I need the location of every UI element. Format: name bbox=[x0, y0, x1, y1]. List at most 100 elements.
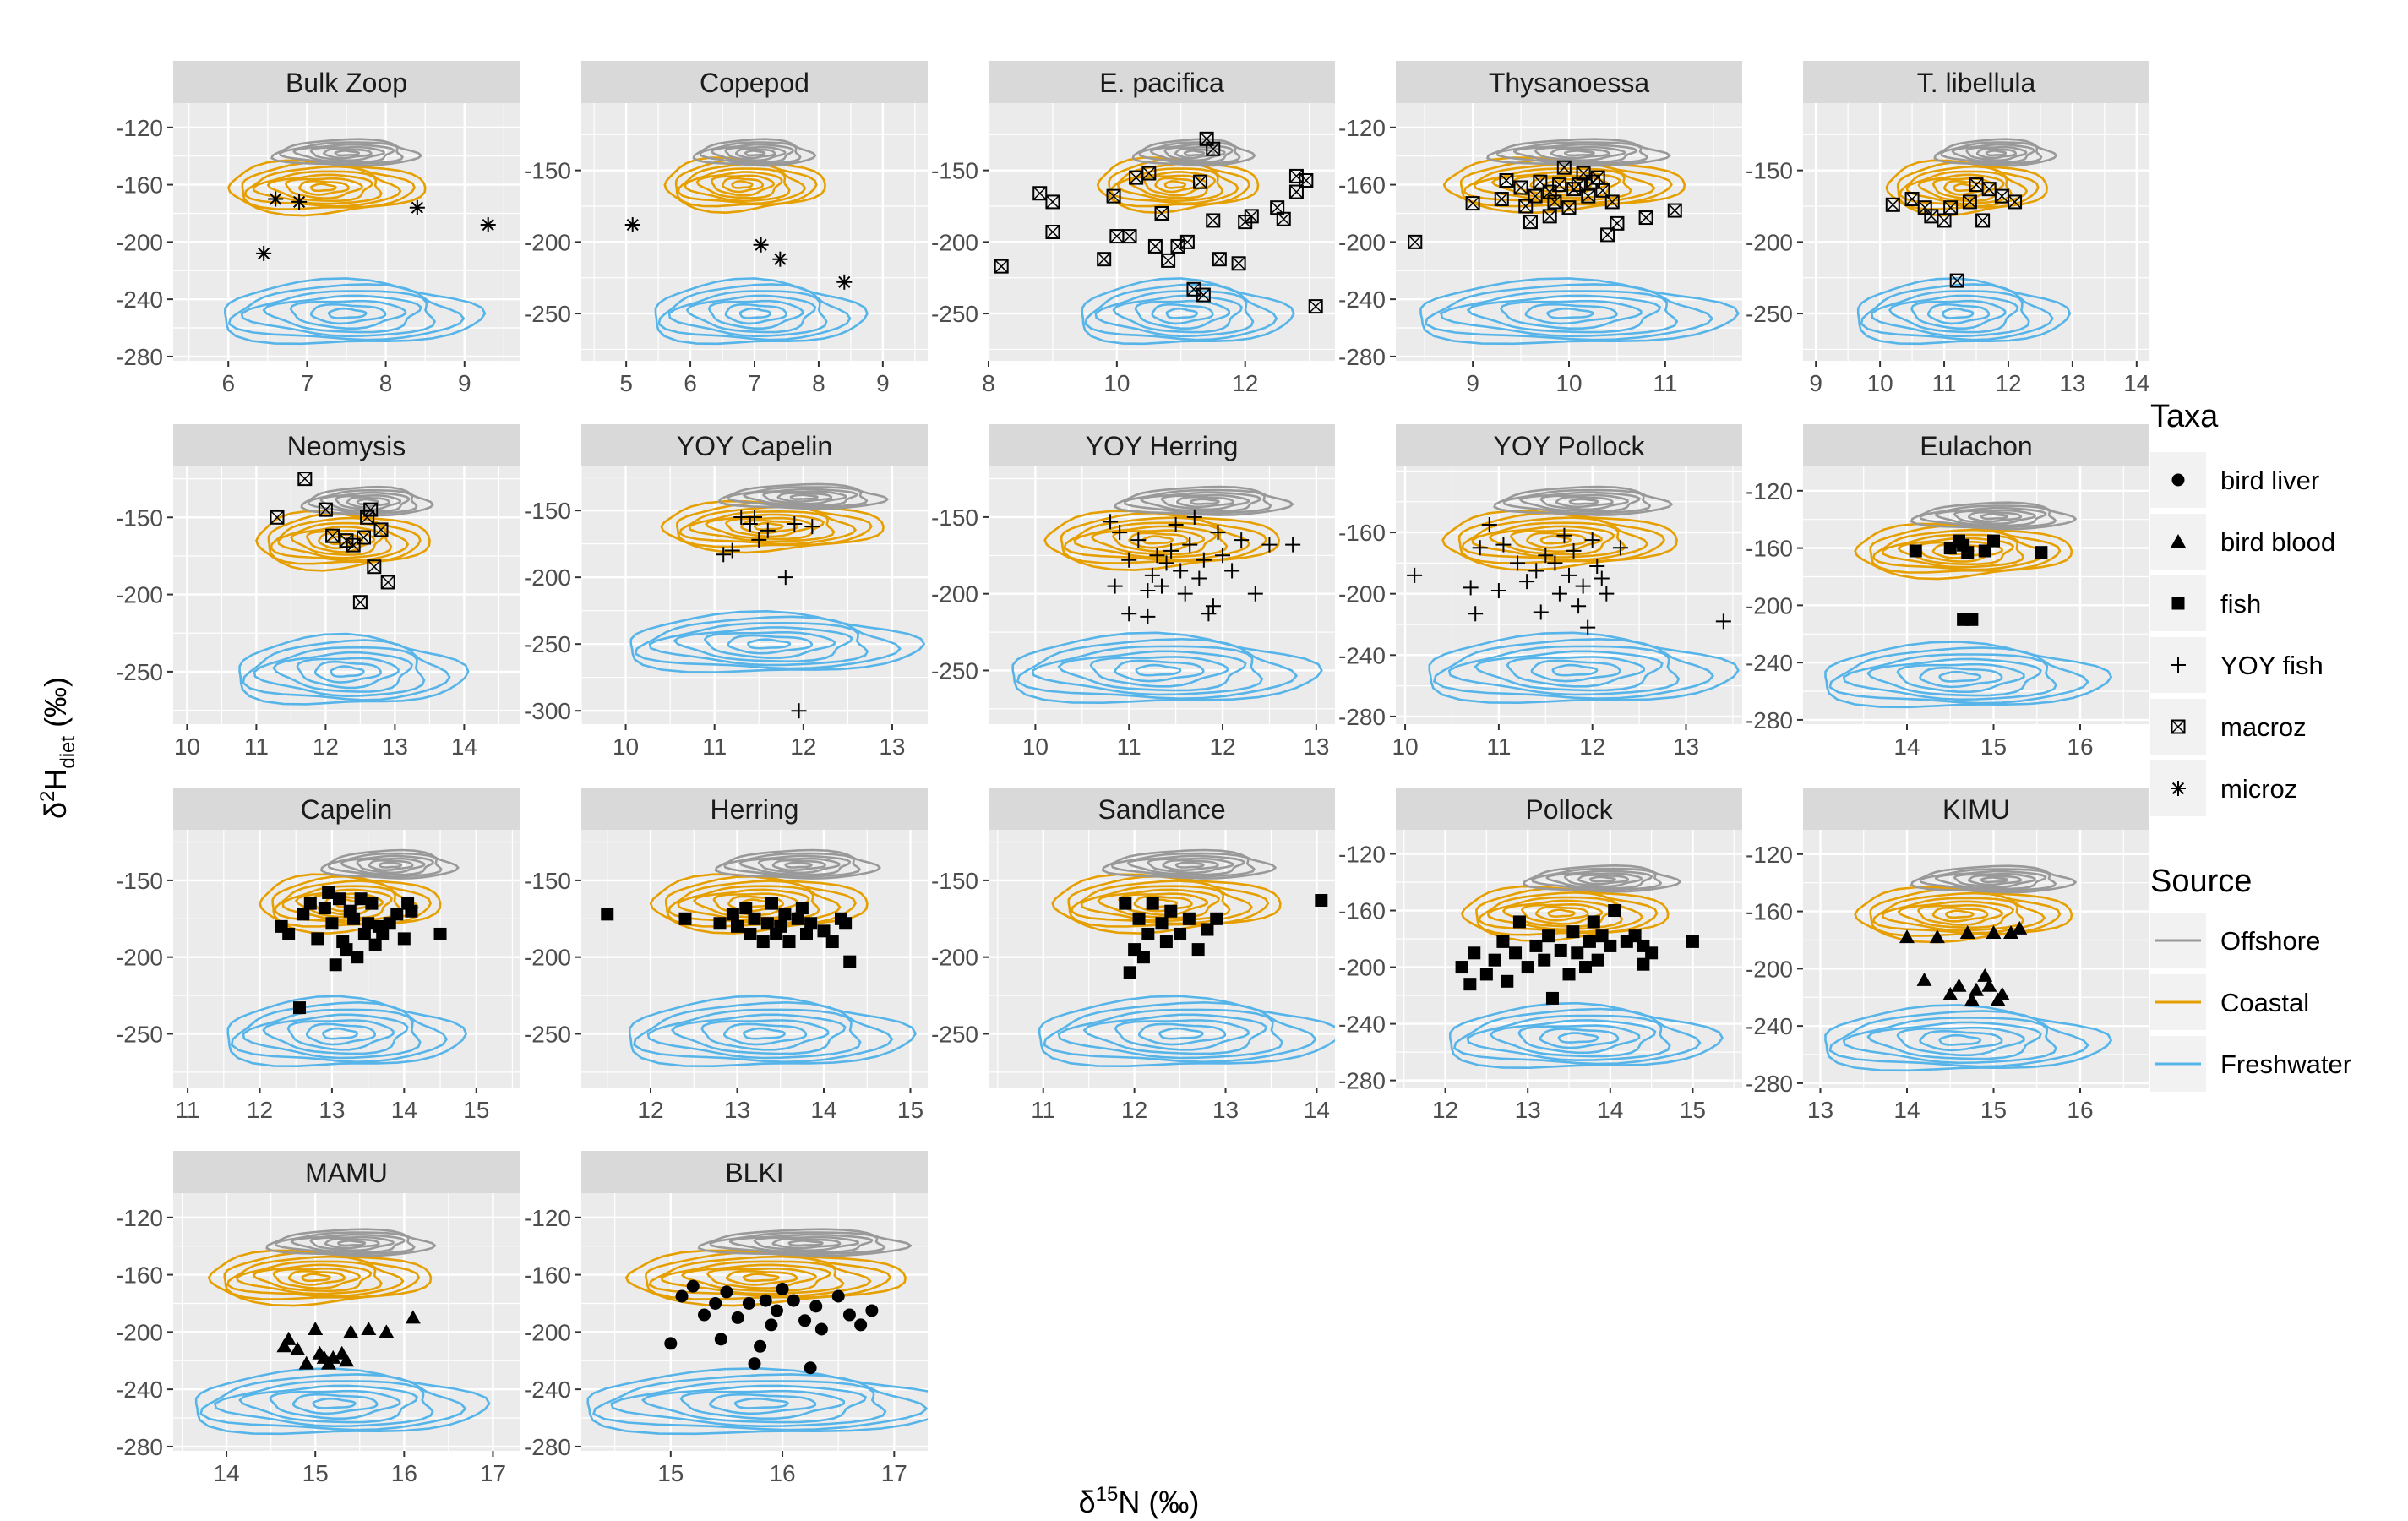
data-point bbox=[1201, 606, 1217, 622]
x-tick-label: 10 bbox=[613, 733, 639, 760]
y-tick-label: -250 bbox=[524, 1021, 571, 1047]
data-point bbox=[1964, 992, 1980, 1006]
data-point bbox=[1103, 514, 1119, 530]
data-point bbox=[839, 917, 853, 930]
legend-taxa-item: bird blood bbox=[2150, 514, 2335, 570]
facet-title: YOY Capelin bbox=[677, 431, 832, 461]
y-tick-label: -150 bbox=[116, 868, 163, 894]
data-point bbox=[1408, 234, 1423, 249]
data-point bbox=[731, 1311, 744, 1324]
data-point bbox=[664, 1337, 678, 1350]
x-tick-label: 10 bbox=[1022, 733, 1049, 760]
data-point bbox=[1579, 961, 1593, 974]
data-point bbox=[1141, 927, 1155, 940]
data-point bbox=[290, 1341, 306, 1355]
y-tick-label: -280 bbox=[1338, 1068, 1386, 1094]
y-tick-label: -250 bbox=[116, 659, 163, 685]
data-point bbox=[1612, 540, 1628, 556]
legend-taxa-item: microz bbox=[2150, 760, 2297, 816]
y-tick-label: -120 bbox=[524, 1205, 571, 1231]
x-tick-label: 5 bbox=[619, 370, 633, 396]
data-point bbox=[804, 519, 820, 535]
y-tick-label: -200 bbox=[116, 1319, 163, 1345]
facet-strip bbox=[1803, 61, 2149, 103]
y-tick-label: -240 bbox=[1338, 1011, 1386, 1038]
contour-offshore bbox=[1114, 485, 1294, 516]
x-tick-label: 8 bbox=[982, 370, 995, 396]
y-tick-label: -250 bbox=[524, 631, 571, 657]
data-point bbox=[817, 924, 831, 938]
y-tick-label: -250 bbox=[1746, 301, 1793, 327]
data-point bbox=[1969, 982, 1984, 996]
data-point bbox=[2003, 925, 2018, 939]
y-tick-label: -200 bbox=[116, 582, 163, 608]
data-point bbox=[1584, 532, 1600, 548]
data-point bbox=[776, 1283, 789, 1296]
data-point bbox=[809, 1300, 823, 1313]
data-point bbox=[298, 1355, 314, 1370]
data-point bbox=[720, 1285, 733, 1299]
contour-freshwater bbox=[238, 632, 470, 706]
contour-coastal bbox=[1441, 510, 1678, 571]
data-point bbox=[1163, 542, 1179, 559]
facet-strip bbox=[173, 424, 520, 466]
data-point bbox=[760, 522, 776, 538]
x-tick-label: 8 bbox=[812, 370, 825, 396]
y-tick-label: -240 bbox=[116, 286, 163, 313]
y-tick-label: -250 bbox=[524, 301, 571, 327]
facet-strip bbox=[173, 1151, 520, 1193]
y-tick-label: -280 bbox=[1746, 1071, 1793, 1097]
x-tick-label: 16 bbox=[769, 1460, 795, 1486]
data-point bbox=[1686, 935, 1699, 948]
data-point bbox=[256, 245, 272, 261]
data-point bbox=[1576, 166, 1591, 181]
y-tick-label: -200 bbox=[931, 581, 978, 608]
y-tick-label: -150 bbox=[524, 158, 571, 184]
x-tick-label: 7 bbox=[301, 370, 314, 396]
data-point bbox=[1210, 525, 1226, 541]
facet-title: Sandlance bbox=[1098, 794, 1225, 825]
data-point bbox=[1247, 586, 1263, 602]
panel-background bbox=[581, 466, 928, 724]
data-point bbox=[1547, 194, 1562, 210]
data-point bbox=[804, 1361, 817, 1375]
facet-title: YOY Pollock bbox=[1493, 431, 1645, 461]
y-tick-label: -200 bbox=[931, 229, 978, 255]
data-point bbox=[1174, 927, 1187, 940]
y-tick-label: -250 bbox=[931, 1021, 978, 1047]
facet-kimu: KIMU 13 14 15 16 -120 -160 -200 -240 -280 bbox=[1746, 788, 2149, 1123]
data-point bbox=[759, 1294, 772, 1307]
y-tick-label: -160 bbox=[116, 172, 163, 199]
data-point bbox=[1215, 548, 1231, 564]
data-point bbox=[1186, 509, 1202, 525]
contour-freshwater bbox=[1419, 277, 1740, 346]
legend-source-item: Freshwater bbox=[2150, 1036, 2351, 1092]
data-point bbox=[1552, 177, 1567, 193]
y-axis-label: δ2Hdiet (‰) bbox=[36, 677, 79, 819]
data-point bbox=[1463, 580, 1479, 596]
x-tick-label: 10 bbox=[1103, 370, 1130, 396]
y-tick-label: -200 bbox=[1338, 955, 1386, 981]
data-point bbox=[1959, 925, 1975, 939]
data-point bbox=[1556, 527, 1572, 543]
data-point bbox=[325, 528, 340, 543]
y-tick-label: -280 bbox=[1338, 704, 1386, 730]
facet-title: Copepod bbox=[700, 68, 809, 98]
y-tick-label: -150 bbox=[931, 504, 978, 531]
facet-title: Capelin bbox=[301, 794, 393, 825]
legend-source-label: Offshore bbox=[2220, 926, 2320, 956]
data-point bbox=[1594, 570, 1610, 586]
data-point bbox=[778, 908, 792, 921]
data-point bbox=[433, 927, 447, 940]
legend-symbol-square bbox=[2171, 597, 2185, 610]
data-point bbox=[1547, 555, 1563, 571]
data-point bbox=[1994, 986, 2010, 1000]
data-point bbox=[360, 510, 375, 525]
y-tick-label: -120 bbox=[116, 1205, 163, 1231]
data-point bbox=[1566, 542, 1582, 559]
facet-title: E. pacifica bbox=[1099, 68, 1224, 98]
x-tick-label: 13 bbox=[1807, 1097, 1833, 1123]
x-tick-label: 15 bbox=[1680, 1097, 1706, 1123]
data-point bbox=[1196, 552, 1212, 568]
data-point bbox=[339, 1353, 354, 1367]
